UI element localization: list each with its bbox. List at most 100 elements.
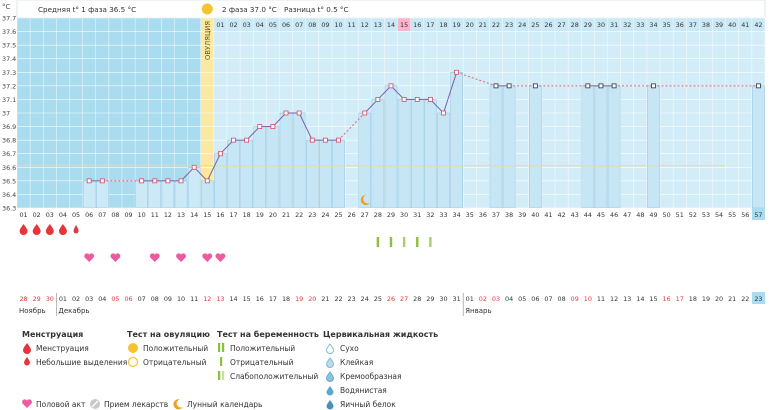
temperature-bar	[371, 99, 385, 209]
legend-intercourse-label: Половой акт	[36, 400, 86, 409]
phase2-day-label: 18	[439, 21, 447, 29]
legend-ovulation-test-title: Тест на овуляцию	[127, 330, 210, 339]
temperature-line-segment	[443, 72, 458, 114]
cycle-day-label: 34	[453, 211, 461, 219]
temperature-point	[611, 83, 617, 89]
cycle-day-label: 52	[689, 211, 697, 219]
phase2-average-text: 2 фаза 37.0 °C	[222, 5, 277, 14]
month-label: Январь	[465, 307, 491, 315]
phase2-day-cell	[358, 18, 372, 31]
cycle-day-label: 18	[243, 211, 251, 219]
cycle-day-label: 30	[400, 211, 408, 219]
phase2-day-label: 42	[754, 21, 762, 29]
date-label: 05	[518, 295, 526, 303]
phase2-day-label: 10	[334, 21, 342, 29]
moon-icon	[173, 399, 183, 410]
date-label: 26	[387, 295, 395, 303]
intercourse-heart	[215, 253, 226, 262]
phase2-day-label: 38	[702, 21, 710, 29]
phase2-day-cell	[581, 18, 595, 31]
cycle-day-label: 54	[715, 211, 723, 219]
phase2-day-cell	[738, 18, 752, 31]
temperature-point	[296, 110, 302, 116]
temperature-bar	[174, 180, 188, 209]
cycle-day-label: 51	[676, 211, 684, 219]
cycle-day-label: 36	[479, 211, 487, 219]
cycle-day-label: 07	[98, 211, 106, 219]
y-tick-label: 37	[2, 110, 10, 118]
temperature-bar	[752, 85, 765, 209]
pregnancy-test-positive-mark	[376, 237, 380, 247]
phase2-day-label: 30	[597, 21, 605, 29]
cycle-day-label: 15	[203, 211, 211, 219]
phase2-day-cell	[594, 18, 608, 31]
phase2-day-cell	[502, 18, 516, 31]
ovulation-sun-icon	[201, 3, 213, 15]
light-bleeding-drop	[73, 225, 79, 234]
phase2-day-cell	[331, 18, 346, 31]
cycle-day-label: 16	[216, 211, 224, 219]
phase2-day-label: 05	[269, 21, 277, 29]
legend-lunar-label: Лунный календарь	[187, 400, 263, 409]
temperature-point	[178, 178, 184, 184]
phase2-day-cell	[489, 18, 503, 31]
phase2-day-cell	[423, 18, 437, 31]
legend-pregnancy-negative-label: Отрицательный	[230, 358, 294, 367]
temperature-point	[401, 97, 407, 102]
temperature-bar	[227, 139, 240, 209]
date-label: 07	[138, 295, 146, 303]
phase2-day-cell	[607, 18, 621, 31]
y-tick-label: 36.5	[2, 177, 16, 185]
phase2-day-label: 04	[256, 21, 264, 29]
pill-icon	[90, 399, 100, 409]
phase2-day-label: 19	[453, 21, 461, 29]
temperature-point	[362, 110, 368, 116]
cycle-day-label: 57	[754, 211, 762, 219]
date-label: 20	[715, 295, 723, 303]
temperature-point	[336, 137, 341, 143]
legend-pregnancy-weak-label: Слабоположительный	[230, 372, 319, 381]
phase2-day-cell	[253, 18, 267, 31]
temperature-point	[585, 83, 591, 89]
date-label: 06	[531, 295, 539, 303]
y-tick-label: 37.6	[2, 28, 16, 36]
date-label: 21	[321, 295, 329, 303]
phase2-day-label: 02	[229, 21, 237, 29]
month-label: Декабрь	[58, 307, 89, 315]
temperature-line-segment	[298, 112, 313, 141]
date-label: 01	[466, 295, 474, 303]
phase2-day-label: 36	[676, 21, 684, 29]
phase2-day-label: 33	[636, 21, 644, 29]
date-label: 10	[177, 295, 185, 303]
legend-medication-label: Прием лекарств	[104, 400, 169, 409]
phase2-day-label: 32	[623, 21, 631, 29]
cycle-day-label: 12	[164, 211, 172, 219]
temperature-bar	[594, 85, 608, 209]
cycle-day-axis	[17, 208, 765, 220]
heart-icon	[22, 399, 32, 408]
phase2-day-label: 31	[610, 21, 618, 29]
phase2-day-cell	[555, 18, 569, 31]
date-axis	[17, 292, 765, 304]
date-label: 31	[453, 295, 461, 303]
phase2-day-label: 22	[492, 21, 500, 29]
date-label: 28	[19, 295, 27, 303]
phase2-day-label: 09	[321, 21, 329, 29]
temperature-bar	[95, 180, 109, 209]
cycle-day-label: 50	[663, 211, 671, 219]
date-label: 13	[216, 295, 224, 303]
temperature-bar	[319, 139, 332, 209]
date-label: 19	[295, 295, 303, 303]
phase2-day-cell	[515, 18, 529, 31]
temperature-bar	[397, 99, 411, 209]
temperature-point	[441, 110, 446, 116]
intercourse-heart	[149, 253, 160, 262]
date-label: 27	[400, 295, 408, 303]
phase2-day-cell	[660, 18, 674, 31]
temperature-bar	[135, 180, 148, 209]
phase2-day-cell	[410, 18, 424, 31]
temperature-point	[322, 137, 328, 143]
temperature-bar	[240, 139, 253, 209]
cycle-day-label: 08	[111, 211, 119, 219]
phase2-day-cell	[686, 18, 700, 31]
